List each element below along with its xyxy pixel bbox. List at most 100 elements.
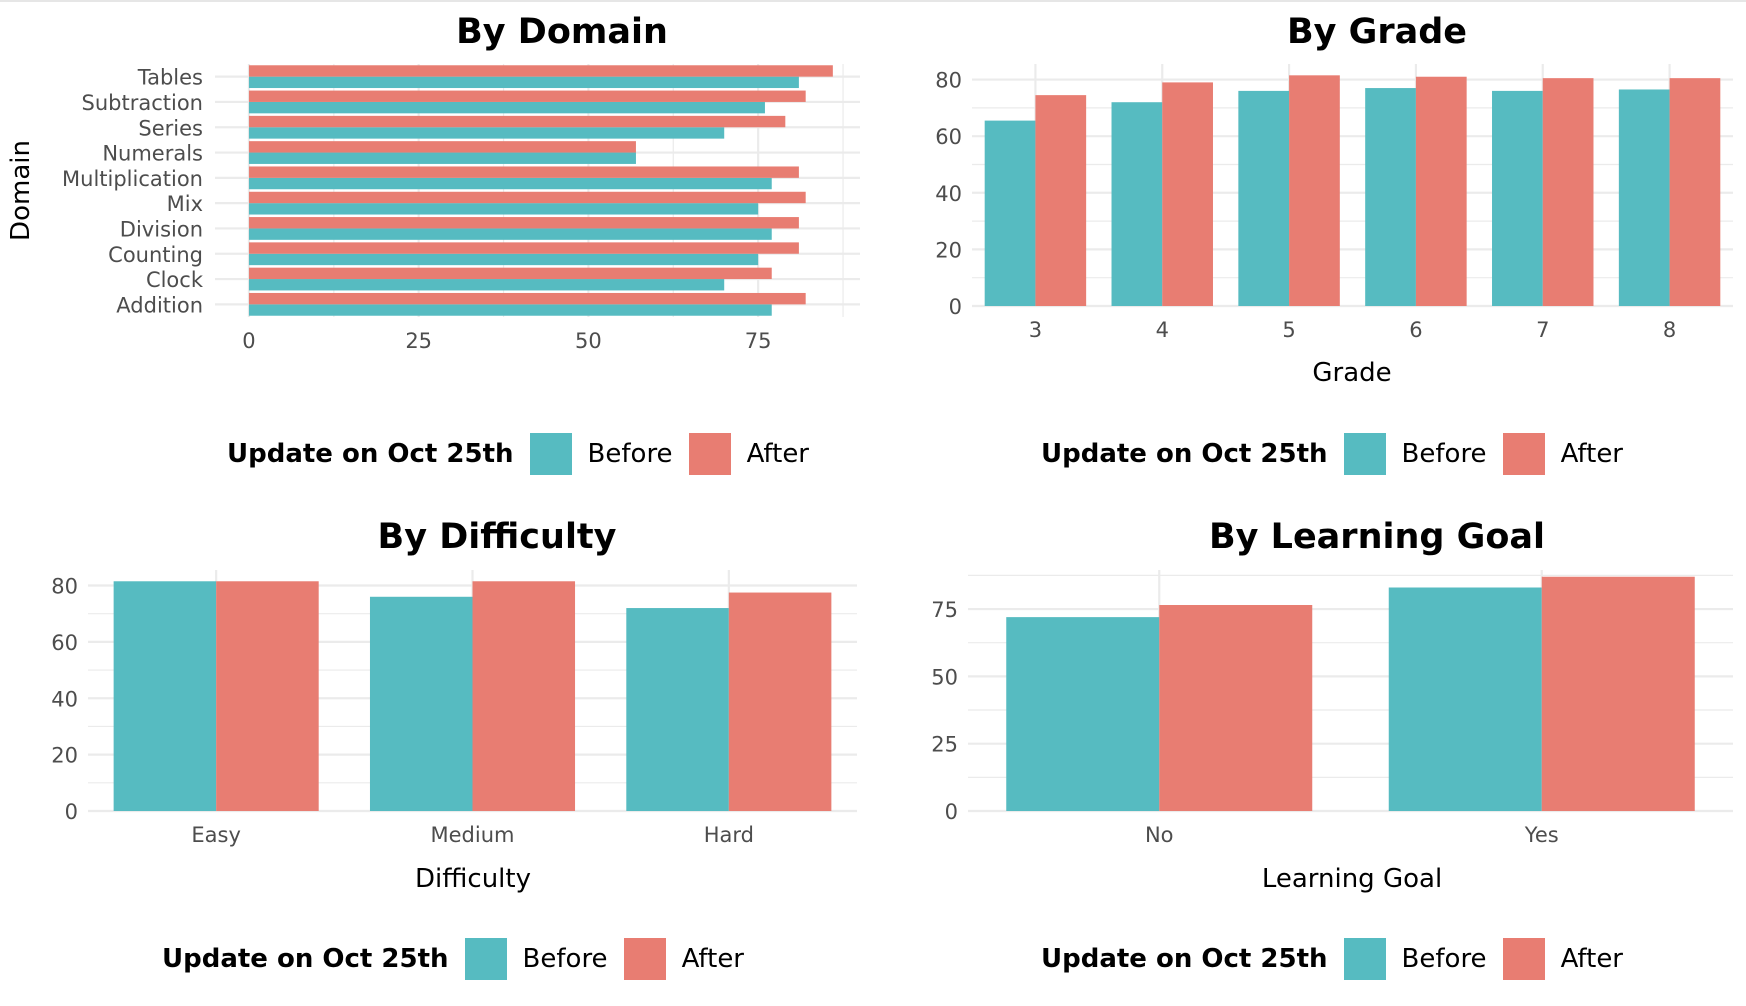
bar-after-medium xyxy=(472,581,576,811)
bar-after-mix xyxy=(248,191,806,204)
y-tick-label: Addition xyxy=(116,293,203,317)
bar-after-3 xyxy=(1035,95,1087,306)
y-tick-label: Clock xyxy=(146,268,204,292)
bar-after-division xyxy=(248,217,799,229)
x-tick-label: 6 xyxy=(1409,318,1422,342)
x-tick-label: 4 xyxy=(1156,318,1169,342)
y-tick-label: 20 xyxy=(935,238,962,262)
y-tick-label: 40 xyxy=(935,182,962,206)
legend-key-after xyxy=(688,433,731,475)
x-tick-label: 5 xyxy=(1282,318,1295,342)
bar-before-no xyxy=(1006,617,1160,811)
y-tick-label: 0 xyxy=(65,800,78,824)
bar-after-easy xyxy=(216,581,319,811)
y-axis-label: Domain xyxy=(6,140,36,241)
bar-after-subtraction xyxy=(248,90,806,102)
x-tick-label: No xyxy=(1145,823,1174,847)
chart-title: By Difficulty xyxy=(378,517,617,557)
chart-title: By Grade xyxy=(1287,12,1467,52)
legend-key-before xyxy=(464,938,507,980)
legend-key-before xyxy=(1343,938,1386,980)
x-tick-label: Hard xyxy=(704,823,754,847)
bar-after-8 xyxy=(1669,78,1721,307)
bar-after-no xyxy=(1159,605,1313,811)
legend-key-after xyxy=(1502,433,1545,475)
bar-after-yes xyxy=(1541,576,1695,811)
y-tick-label: 75 xyxy=(931,598,958,622)
x-tick-label: 50 xyxy=(575,329,602,353)
legend-difficulty: Update on Oct 25th Before After xyxy=(162,937,760,981)
top-border xyxy=(0,0,1746,2)
bar-before-counting xyxy=(248,253,759,266)
y-tick-label: Subtraction xyxy=(82,91,203,115)
bar-before-7 xyxy=(1492,90,1543,306)
legend-label-after: After xyxy=(746,439,809,469)
legend-label-after: After xyxy=(1560,944,1623,974)
bar-before-easy xyxy=(113,581,217,811)
legend-title: Update on Oct 25th xyxy=(1041,944,1328,974)
bar-before-3 xyxy=(984,120,1036,306)
legend-key-after xyxy=(1502,938,1545,980)
y-tick-label: 80 xyxy=(51,575,78,599)
x-axis-label: Difficulty xyxy=(415,864,531,894)
legend-label-before: Before xyxy=(1401,439,1487,469)
y-tick-label: Tables xyxy=(137,66,203,90)
legend-label-after: After xyxy=(1560,439,1623,469)
y-tick-label: 60 xyxy=(51,631,78,655)
y-tick-label: Numerals xyxy=(102,142,203,166)
x-tick-label: Yes xyxy=(1524,823,1559,847)
bar-before-8 xyxy=(1618,89,1670,306)
x-tick-label: Easy xyxy=(191,823,241,847)
bar-before-series xyxy=(248,127,725,139)
y-tick-label: Series xyxy=(138,116,203,140)
x-tick-label: 75 xyxy=(745,329,772,353)
y-tick-label: 0 xyxy=(949,295,962,319)
bar-before-5 xyxy=(1238,90,1290,306)
y-tick-label: 25 xyxy=(931,733,958,757)
bar-before-yes xyxy=(1388,587,1542,811)
bar-after-5 xyxy=(1289,75,1340,306)
y-tick-label: 20 xyxy=(51,744,78,768)
legend-label-before: Before xyxy=(1401,944,1487,974)
legend-label-before: Before xyxy=(587,439,673,469)
bar-before-multiplication xyxy=(248,177,772,190)
bar-before-subtraction xyxy=(248,101,765,114)
legend-key-before xyxy=(529,433,572,475)
y-tick-label: Mix xyxy=(167,192,203,216)
bar-before-mix xyxy=(248,203,759,215)
legend-title: Update on Oct 25th xyxy=(162,944,449,974)
bar-after-clock xyxy=(248,267,772,280)
y-tick-label: 40 xyxy=(51,687,78,711)
y-tick-label: 60 xyxy=(935,125,962,149)
chart-title: By Learning Goal xyxy=(1209,517,1545,557)
legend-label-before: Before xyxy=(522,944,608,974)
x-tick-label: 3 xyxy=(1029,318,1042,342)
y-tick-label: Counting xyxy=(108,243,203,267)
legend-title: Update on Oct 25th xyxy=(1041,439,1328,469)
x-axis-label: Learning Goal xyxy=(1262,864,1442,894)
x-tick-label: 25 xyxy=(405,329,432,353)
x-tick-label: 0 xyxy=(242,329,255,353)
y-tick-label: 0 xyxy=(945,800,958,824)
bar-before-hard xyxy=(626,608,729,811)
bar-after-6 xyxy=(1415,76,1467,306)
bar-before-numerals xyxy=(248,152,636,164)
bar-after-counting xyxy=(248,242,799,254)
legend-title: Update on Oct 25th xyxy=(227,439,514,469)
bar-before-6 xyxy=(1365,88,1416,307)
bar-before-division xyxy=(248,228,772,240)
legend-learning-goal: Update on Oct 25th Before After xyxy=(1041,937,1639,981)
y-tick-label: Division xyxy=(120,217,203,241)
bar-before-clock xyxy=(248,279,725,291)
legend-grade: Update on Oct 25th Before After xyxy=(1041,432,1639,476)
x-axis-label: Grade xyxy=(1312,358,1391,388)
x-tick-label: Medium xyxy=(431,823,515,847)
legend-label-after: After xyxy=(681,944,744,974)
bar-after-numerals xyxy=(248,141,636,153)
y-tick-label: 50 xyxy=(931,665,958,689)
bar-before-4 xyxy=(1111,102,1163,306)
bar-after-4 xyxy=(1162,82,1213,306)
bar-before-addition xyxy=(248,304,772,316)
bar-after-multiplication xyxy=(248,166,799,178)
